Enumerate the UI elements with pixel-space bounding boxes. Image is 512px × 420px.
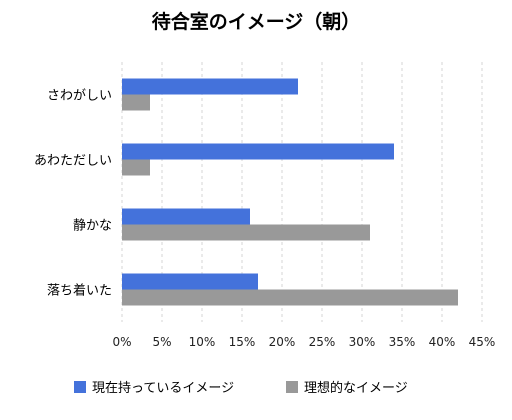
x-tick-label: 45% — [469, 335, 496, 349]
chart-title: 待合室のイメージ（朝） — [152, 10, 361, 33]
bar-current — [122, 78, 298, 95]
legend-label: 理想的なイメージ — [304, 380, 408, 396]
category-label: さわがしい — [47, 89, 112, 104]
x-tick-label: 5% — [152, 335, 171, 349]
category-label: 落ち着いた — [47, 283, 112, 299]
bar-current — [122, 208, 250, 225]
x-tick-label: 40% — [429, 335, 456, 349]
x-tick-label: 15% — [229, 335, 256, 349]
x-tick-label: 35% — [389, 335, 416, 349]
bar-ideal — [122, 224, 370, 241]
bar-ideal — [122, 159, 150, 176]
legend: 現在持っているイメージ 理想的なイメージ — [74, 380, 408, 396]
x-tick-label: 25% — [309, 335, 336, 349]
bar-ideal — [122, 289, 458, 306]
category-label: 静かな — [73, 219, 112, 234]
x-axis-ticks: 0% 5% 10% 15% 20% 25% 30% 35% 40% 45% — [112, 335, 495, 349]
bars — [122, 78, 458, 306]
bar-current — [122, 143, 394, 160]
category-label: あわただしい — [34, 154, 112, 169]
x-tick-label: 0% — [112, 335, 131, 349]
x-tick-label: 20% — [269, 335, 296, 349]
x-tick-label: 10% — [189, 335, 216, 349]
legend-swatch — [74, 381, 86, 393]
legend-label: 現在持っているイメージ — [92, 381, 234, 396]
bar-ideal — [122, 94, 150, 111]
legend-swatch — [286, 381, 298, 393]
bar-current — [122, 273, 258, 290]
x-tick-label: 30% — [349, 335, 376, 349]
